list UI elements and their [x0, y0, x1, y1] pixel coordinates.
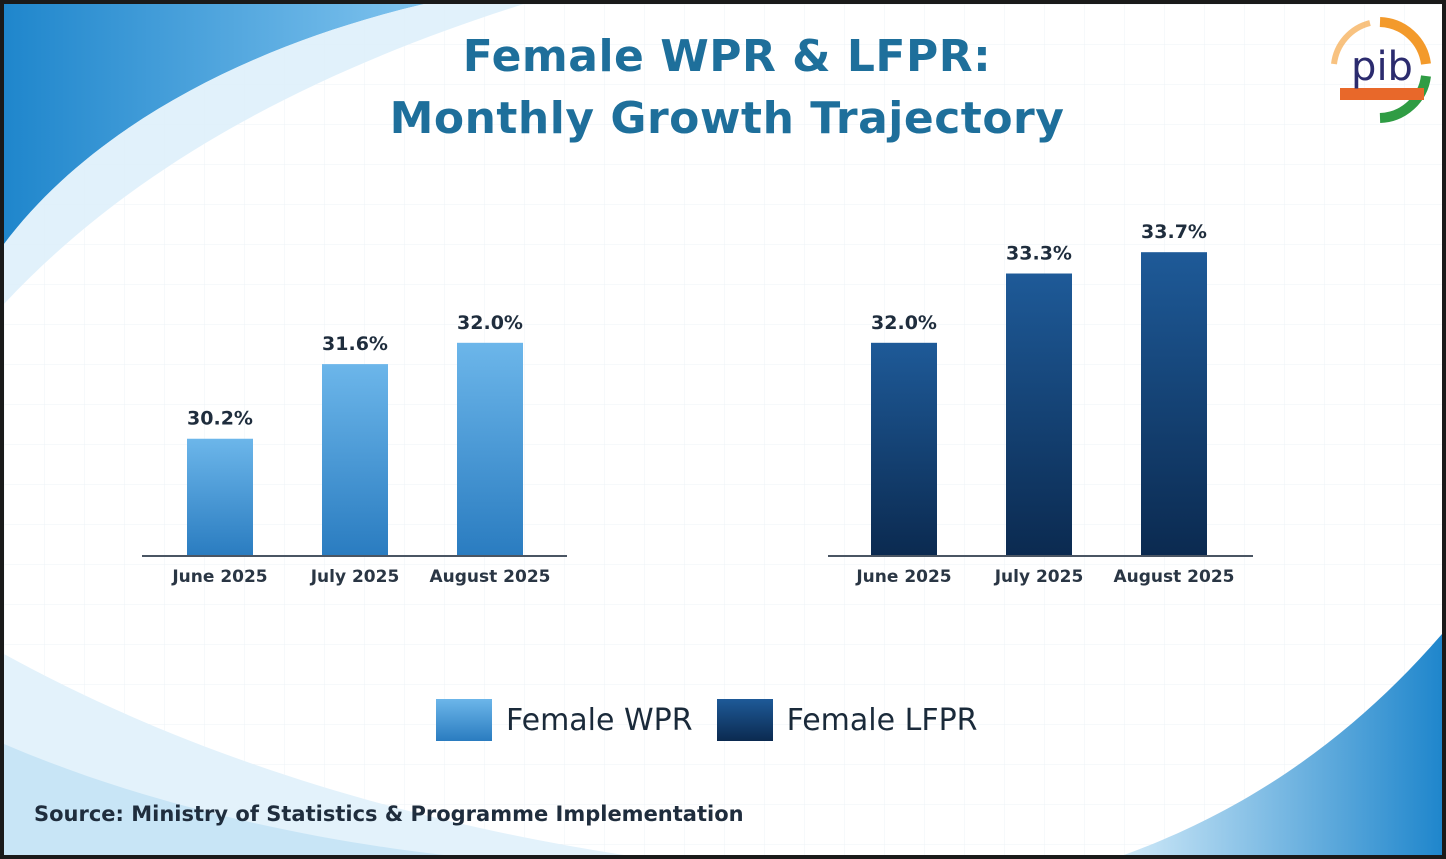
bar-august-2025	[457, 342, 523, 556]
data-label: 32.0%	[871, 312, 937, 334]
chart-female-wpr: 30.2% June 2025 31.6% July 2025 32.0% August …	[142, 312, 567, 587]
legend-swatch-wpr	[436, 699, 492, 741]
data-label: 33.3%	[1006, 243, 1072, 265]
data-label: 31.6%	[322, 333, 388, 355]
legend-item-wpr: Female WPR	[436, 699, 693, 741]
chart-female-lfpr: 32.0% June 2025 33.3% July 2025 33.7% August …	[828, 221, 1253, 587]
bar-august-2025	[1141, 252, 1207, 556]
x-tick-label: June 2025	[855, 567, 951, 587]
title-line-2: Monthly Growth Trajectory	[389, 93, 1065, 144]
legend-label-wpr: Female WPR	[506, 702, 693, 738]
svg-text:pib: pib	[1351, 44, 1413, 90]
x-tick-label: June 2025	[171, 567, 267, 587]
charts: 30.2% June 2025 31.6% July 2025 32.0% August …	[142, 221, 1253, 587]
x-tick-label: August 2025	[429, 567, 550, 587]
page-title: Female WPR & LFPR: Monthly Growth Trajec…	[4, 26, 1442, 150]
legend-item-lfpr: Female LFPR	[716, 699, 978, 741]
data-label: 30.2%	[187, 408, 253, 430]
infographic-card: pib Female WPR & LFPR: Monthly Growth Tr…	[4, 4, 1442, 855]
data-label: 33.7%	[1141, 221, 1207, 243]
x-tick-label: August 2025	[1113, 567, 1234, 587]
data-label: 32.0%	[457, 312, 523, 334]
source-note: Source: Ministry of Statistics & Program…	[34, 802, 744, 826]
x-tick-label: July 2025	[310, 567, 400, 587]
bar-june-2025	[871, 342, 937, 556]
legend: Female WPR Female LFPR	[436, 698, 1002, 742]
pib-logo: pib	[1322, 14, 1438, 126]
legend-swatch-lfpr	[716, 699, 773, 741]
title-line-1: Female WPR & LFPR:	[462, 31, 992, 82]
legend-label-lfpr: Female LFPR	[786, 702, 978, 738]
bar-july-2025	[1006, 273, 1072, 556]
x-tick-label: July 2025	[994, 567, 1084, 587]
bar-june-2025	[187, 438, 253, 556]
pib-logo-icon: pib	[1331, 17, 1431, 123]
bar-july-2025	[322, 364, 388, 556]
